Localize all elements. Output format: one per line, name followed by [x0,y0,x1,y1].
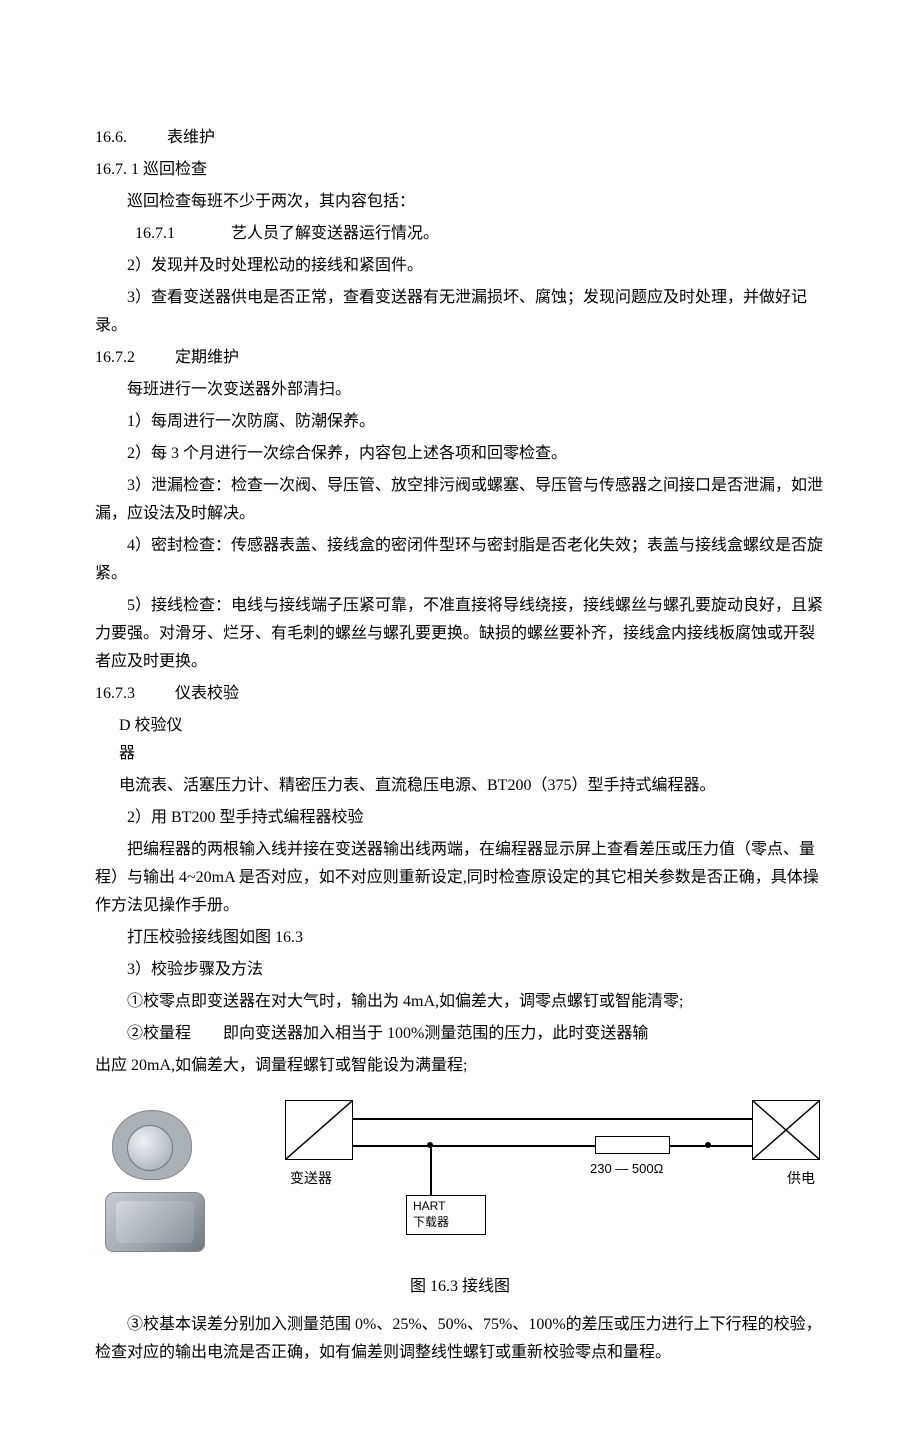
para-cal-d2: 器 [95,740,825,768]
power-symbol [752,1100,820,1160]
para-cal2-body: 把编程器的两根输入线并接在变送器输出线两端，在编程器显示屏上查看差压或压力值（零… [95,836,825,920]
figure-caption: 图 16.3 接线图 [410,1273,510,1301]
wiring-diagram-figure: 230 — 500Ω HART 下载器 变送器 供电 图 16.3 接线图 [95,1100,825,1301]
document-page: 16.6. 表维护 16.7. 1 巡回检查 巡回检查每班不少于两次，其内容包括… [0,0,920,1431]
wire-top [353,1118,752,1120]
para-cal-d1: D 校验仪 [95,712,825,740]
heading-16-7-2: 16.7.2 定期维护 [95,344,825,372]
heading-title: 定期维护 [175,349,239,366]
heading-num: 16.7.1 [135,225,175,242]
heading-16-6: 16.6. 表维护 [95,124,825,152]
para-3: 3）查看变送器供电是否正常，查看变送器有无泄漏损坏、腐蚀；发现问题应及时处理，并… [95,284,825,340]
para-m4: 4）密封检查：传感器表盖、接线盒的密闭件型环与密封脂是否老化失效；表盖与接线盒螺… [95,532,825,588]
heading-num: 16.6. [95,129,127,146]
para-m3: 3）泄漏检查：检查一次阀、导压管、放空排污阀或螺塞、导压管与传感器之间接口是否泄… [95,472,825,528]
transmitter-symbol [285,1100,353,1160]
heading-title: 艺人员了解变送器运行情况。 [231,225,439,242]
para-step2b: 出应 20mA,如偏差大，调量程螺钉或智能设为满量程; [95,1052,825,1080]
para-cal3-head: 3）校验步骤及方法 [95,956,825,984]
para-step2a: ②校量程 即向变送器加入相当于 100%测量范围的压力，此时变送器输 [95,1020,825,1048]
heading-16-7-1: 16.7.1 艺人员了解变送器运行情况。 [95,220,825,248]
node-dot [705,1142,711,1148]
heading-16-7-3: 16.7.3 仪表校验 [95,680,825,708]
heading-title: 1 巡回检查 [131,161,207,178]
transmitter-image [100,1110,215,1260]
heading-title: 仪表校验 [175,685,239,702]
para-inspect-intro: 巡回检查每班不少于两次，其内容包括： [95,188,825,216]
para-step1: ①校零点即变送器在对大气时，输出为 4mA,如偏差大，调零点螺钉或智能清零; [95,988,825,1016]
hart-line2: 下载器 [413,1215,479,1231]
power-label: 供电 [787,1168,815,1193]
node-dot [427,1142,433,1148]
resistor-symbol [595,1136,670,1154]
wiring-diagram: 230 — 500Ω HART 下载器 变送器 供电 [100,1100,820,1265]
wire-tap [430,1145,432,1195]
transmitter-label: 变送器 [290,1168,332,1193]
hart-communicator-box: HART 下载器 [406,1195,486,1235]
heading-num: 16.7. [95,161,127,178]
resistor-label: 230 — 500Ω [590,1158,663,1181]
para-m2: 2）每 3 个月进行一次综合保养，内容包上述各项和回零检查。 [95,440,825,468]
para-2: 2）发现并及时处理松动的接线和紧固件。 [95,252,825,280]
hart-line1: HART [413,1199,479,1215]
heading-16-7: 16.7. 1 巡回检查 [95,156,825,184]
heading-title: 表维护 [167,129,215,146]
para-m1: 1）每周进行一次防腐、防潮保养。 [95,408,825,436]
heading-num: 16.7.3 [95,685,135,702]
heading-num: 16.7.2 [95,349,135,366]
wire-bot [353,1145,752,1147]
para-cal2-head: 2）用 BT200 型手持式编程器校验 [95,804,825,832]
para-fig-ref: 打压校验接线图如图 16.3 [95,924,825,952]
para-m5: 5）接线检查：电线与接线端子压紧可靠，不准直接将导线绕接，接线螺丝与螺孔要旋动良… [95,592,825,676]
para-cal-instruments: 电流表、活塞压力计、精密压力表、直流稳压电源、BT200（375）型手持式编程器… [95,772,825,800]
para-step3: ③校基本误差分别加入测量范围 0%、25%、50%、75%、100%的差压或压力… [95,1311,825,1367]
para-maint-intro: 每班进行一次变送器外部清扫。 [95,376,825,404]
